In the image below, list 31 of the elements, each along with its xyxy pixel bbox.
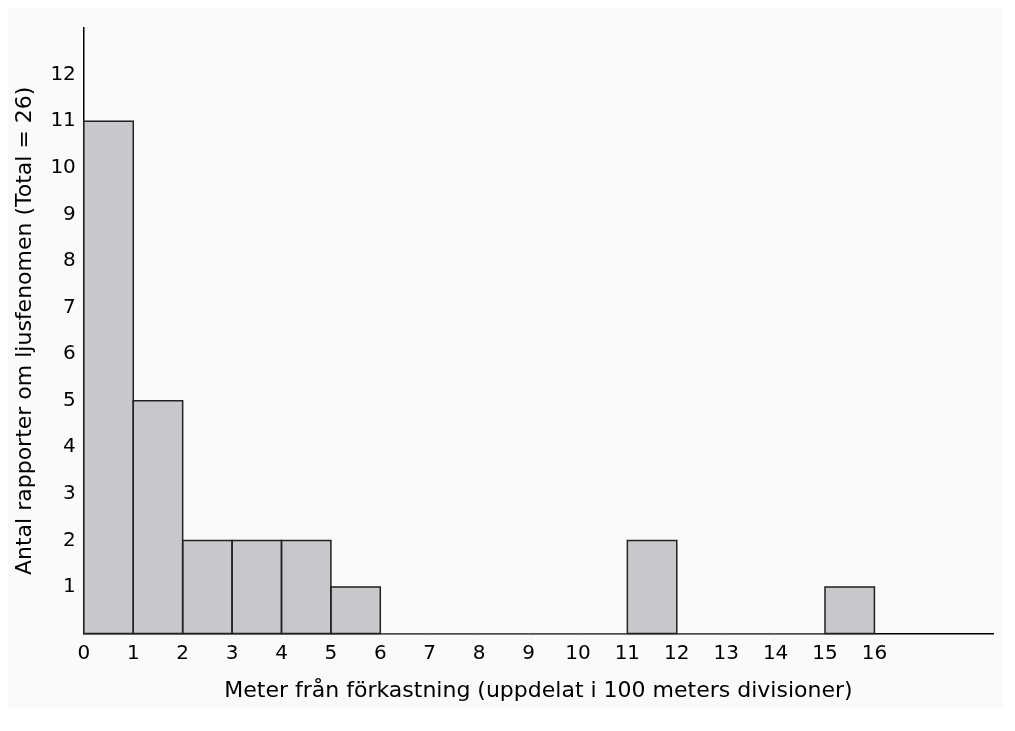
x-tick-label: 11 (614, 639, 641, 664)
y-tick-label: 8 (63, 247, 76, 272)
x-axis-title: Meter från förkastning (uppdelat i 100 meters divisioner) (224, 676, 853, 702)
x-tick-label: 10 (565, 639, 591, 664)
x-tick-label: 6 (373, 639, 387, 664)
x-tick-label: 0 (77, 639, 91, 664)
y-tick-label: 9 (63, 200, 76, 225)
y-tick-label: 6 (63, 340, 76, 365)
y-axis-title: Antal rapporter om ljusfenomen (Total = 26) (10, 86, 36, 576)
y-tick-label: 11 (50, 107, 76, 132)
x-tick-label: 2 (176, 639, 190, 664)
x-tick-label: 5 (324, 639, 338, 664)
y-tick-label: 4 (63, 433, 76, 458)
y-tick-label: 2 (63, 526, 76, 551)
x-tick-label: 16 (861, 639, 888, 664)
y-tick-label: 7 (63, 293, 76, 318)
x-tick-label: 3 (225, 639, 239, 664)
x-tick-label: 1 (126, 639, 140, 664)
x-tick-label: 7 (423, 639, 437, 664)
y-tick-label: 3 (63, 480, 76, 505)
x-tick-label: 9 (522, 639, 535, 664)
x-tick-label: 15 (812, 639, 838, 664)
x-tick-label: 14 (762, 639, 789, 664)
y-tick-label: 10 (50, 153, 76, 178)
x-tick-label: 8 (472, 639, 486, 664)
y-tick-label: 1 (63, 573, 76, 598)
x-tick-label: 13 (713, 639, 739, 664)
y-tick-label: 12 (50, 60, 76, 85)
y-tick-label: 5 (63, 386, 76, 411)
x-tick-label: 12 (664, 639, 690, 664)
x-tick-label: 4 (275, 639, 288, 664)
